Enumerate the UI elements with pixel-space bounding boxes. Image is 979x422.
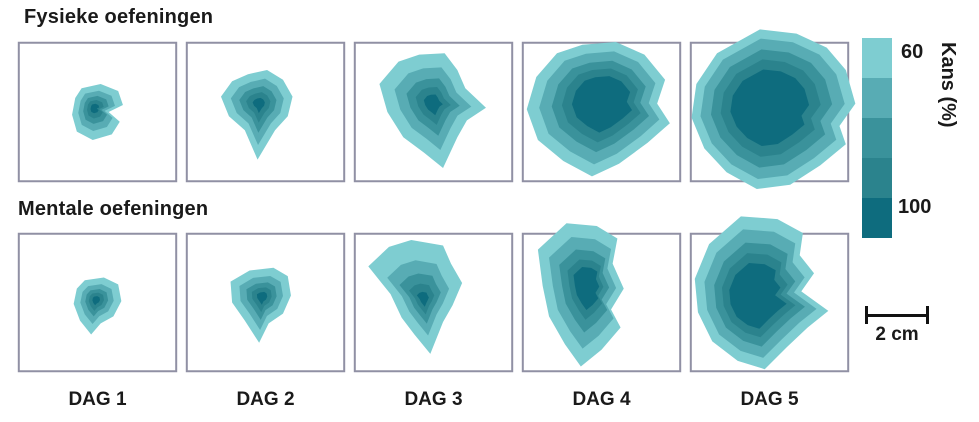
legend-axis-label: Kans (%) [937,42,959,128]
contour-panel-fysieke-dag1 [18,42,177,182]
contour-level-100 [729,263,787,329]
day-label-dag3: DAG 3 [404,389,463,410]
day-label-dag2: DAG 2 [236,389,295,410]
contour-panel-mentale-dag2 [186,233,345,372]
contour-level-100 [573,267,600,311]
contour-level-100 [252,97,265,114]
row-title-fysieke: Fysieke oefeningen [24,6,214,28]
day-label-dag1: DAG 1 [68,389,127,410]
contour-level-100 [571,76,633,133]
day-labels-row: DAG 1 DAG 2 DAG 3 DAG 4 DAG 5 [18,389,849,411]
legend-top-label: 60 [901,41,924,63]
scalebar-label: 2 cm [875,324,919,345]
contour-panel-fysieke-dag2 [186,42,345,182]
legend-segment-100 [862,198,892,238]
legend-segment-70 [862,78,892,118]
contour-panel-mentale-dag4 [522,223,681,372]
contour-panel-fysieke-dag5 [690,29,856,190]
contour-panel-mentale-dag5 [690,216,849,372]
scalebar-left-tick [865,306,868,324]
legend-segment-60 [862,38,892,78]
panel-border [187,43,344,182]
row-title-mentale: Mentale oefeningen [18,198,209,220]
legend-segment-80 [862,118,892,158]
contour-level-100 [256,291,268,305]
day-label-dag4: DAG 4 [572,389,631,410]
mentale-panel-row [18,216,849,372]
contour-level-100 [423,94,443,116]
scalebar-line [866,314,928,317]
legend-colorbar [862,38,892,238]
fysieke-panel-row [18,29,856,190]
contour-level-100 [416,291,429,307]
contour-panel-fysieke-dag3 [354,42,513,182]
day-label-dag5: DAG 5 [740,389,799,410]
scalebar-right-tick [926,306,929,324]
contour-panel-fysieke-dag4 [522,42,681,182]
contour-level-100 [92,296,101,306]
legend-segment-90 [862,158,892,198]
contour-level-100 [730,69,810,147]
contour-panel-mentale-dag3 [354,233,513,372]
contour-level-100 [90,103,100,114]
contour-panel-mentale-dag1 [18,233,177,372]
legend-bottom-label: 100 [898,196,932,218]
